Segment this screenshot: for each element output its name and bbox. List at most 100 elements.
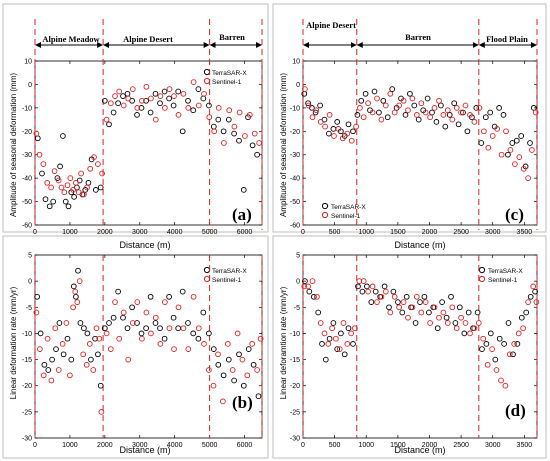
x-tick-label: 3000: [485, 229, 501, 236]
y-tick-label: -30: [290, 436, 300, 443]
data-point-terrasar-x: [110, 109, 117, 116]
data-point-sentinel-1: [498, 151, 505, 158]
data-point-sentinel-1: [221, 140, 227, 146]
legend-b: TerraSAR-X Sentinel-1: [203, 266, 247, 284]
data-point-terrasar-x: [75, 267, 81, 274]
data-point-sentinel-1: [409, 95, 416, 102]
x-tick-label: 1500: [390, 442, 406, 449]
x-tick-label: 0: [301, 442, 305, 449]
data-point-terrasar-x: [487, 109, 494, 116]
data-point-terrasar-x: [236, 137, 242, 144]
data-point-sentinel-1: [246, 112, 253, 118]
data-point-sentinel-1: [317, 119, 324, 125]
data-point-sentinel-1: [52, 325, 59, 332]
data-point-terrasar-x: [483, 341, 490, 347]
data-point-sentinel-1: [400, 97, 407, 104]
data-point-sentinel-1: [520, 325, 526, 332]
data-point-sentinel-1: [229, 367, 236, 373]
data-point-terrasar-x: [461, 330, 468, 337]
data-point-sentinel-1: [453, 325, 460, 332]
plot-frame: [302, 60, 538, 226]
data-point-sentinel-1: [244, 372, 251, 379]
panel-c-border: [272, 3, 547, 233]
data-point-terrasar-x: [452, 320, 459, 326]
data-point-terrasar-x: [254, 151, 260, 158]
data-point-sentinel-1: [37, 346, 43, 352]
data-point-sentinel-1: [129, 86, 136, 92]
data-point-terrasar-x: [50, 198, 57, 205]
data-point-terrasar-x: [350, 341, 356, 347]
data-point-terrasar-x: [527, 140, 533, 146]
data-point-sentinel-1: [360, 114, 367, 121]
data-point-sentinel-1: [70, 187, 76, 193]
data-point-sentinel-1: [396, 102, 402, 109]
data-point-sentinel-1: [458, 314, 464, 321]
x-tick-label: 2500: [453, 229, 469, 236]
panel-a-border: [2, 3, 269, 233]
data-point-sentinel-1: [357, 105, 363, 111]
data-point-terrasar-x: [206, 102, 212, 109]
data-point-sentinel-1: [305, 102, 312, 109]
data-point-sentinel-1: [166, 325, 173, 332]
x-axis-label-d: Distance (m): [394, 445, 445, 455]
data-point-terrasar-x: [245, 346, 252, 352]
panel-a: Alpine Meadow Alpine Desert Barren Terra…: [2, 3, 269, 250]
data-point-terrasar-x: [456, 304, 463, 311]
data-point-sentinel-1: [440, 112, 447, 118]
x-tick-label: 5000: [202, 442, 218, 449]
y-tick-label: -40: [22, 176, 32, 183]
data-point-terrasar-x: [115, 288, 121, 295]
data-point-sentinel-1: [515, 330, 522, 337]
y-tick-label: -10: [290, 331, 300, 338]
x-tick-label: 3000: [132, 442, 148, 449]
x-tick-label: 500: [329, 442, 341, 449]
data-point-sentinel-1: [453, 105, 460, 111]
data-point-sentinel-1: [507, 147, 514, 153]
data-point-sentinel-1: [166, 86, 173, 92]
data-point-sentinel-1: [476, 105, 483, 111]
zone-label-barren: Barren: [219, 32, 245, 42]
data-point-sentinel-1: [506, 351, 513, 358]
data-point-terrasar-x: [34, 135, 41, 142]
data-point-sentinel-1: [449, 304, 456, 311]
zone-label-barren: Barren: [405, 32, 431, 42]
x-tick-label: 2000: [422, 229, 438, 236]
data-point-terrasar-x: [231, 130, 237, 137]
data-point-terrasar-x: [225, 356, 232, 363]
data-point-terrasar-x: [134, 320, 140, 326]
data-point-sentinel-1: [67, 372, 73, 379]
data-point-terrasar-x: [106, 320, 112, 326]
y-tick-label: 0: [28, 82, 32, 89]
y-tick-label: -25: [290, 409, 300, 416]
data-point-sentinel-1: [378, 293, 385, 300]
data-point-sentinel-1: [201, 90, 207, 97]
data-point-terrasar-x: [92, 187, 99, 193]
data-point-terrasar-x: [129, 304, 135, 311]
data-point-terrasar-x: [465, 309, 472, 316]
data-point-sentinel-1: [239, 356, 246, 363]
y-axis-label-c: Amplitude of seasonal deformation (mm): [279, 73, 288, 217]
legend-marker-sentinel-1: [321, 211, 329, 219]
x-tick-label: 0: [301, 229, 305, 236]
data-point-terrasar-x: [518, 314, 525, 321]
y-axis-label-d: Linear deforamtion rate (mm/yr): [279, 286, 288, 399]
data-point-terrasar-x: [368, 299, 375, 305]
data-point-terrasar-x: [120, 314, 126, 321]
data-point-terrasar-x: [338, 330, 344, 337]
data-point-terrasar-x: [39, 170, 45, 177]
legend-label-sentinel-1: Sentinel-1: [212, 79, 242, 86]
data-point-terrasar-x: [147, 109, 154, 116]
data-point-sentinel-1: [55, 177, 62, 184]
data-point-sentinel-1: [329, 325, 335, 332]
data-point-sentinel-1: [512, 161, 518, 167]
data-point-sentinel-1: [344, 130, 351, 137]
data-point-terrasar-x: [166, 95, 172, 102]
data-point-terrasar-x: [157, 325, 163, 332]
data-point-terrasar-x: [195, 335, 202, 342]
data-point-terrasar-x: [371, 88, 378, 95]
data-point-terrasar-x: [424, 95, 431, 102]
data-point-terrasar-x: [115, 100, 121, 107]
data-point-sentinel-1: [352, 325, 358, 332]
data-point-terrasar-x: [179, 128, 186, 135]
data-point-terrasar-x: [195, 86, 202, 92]
